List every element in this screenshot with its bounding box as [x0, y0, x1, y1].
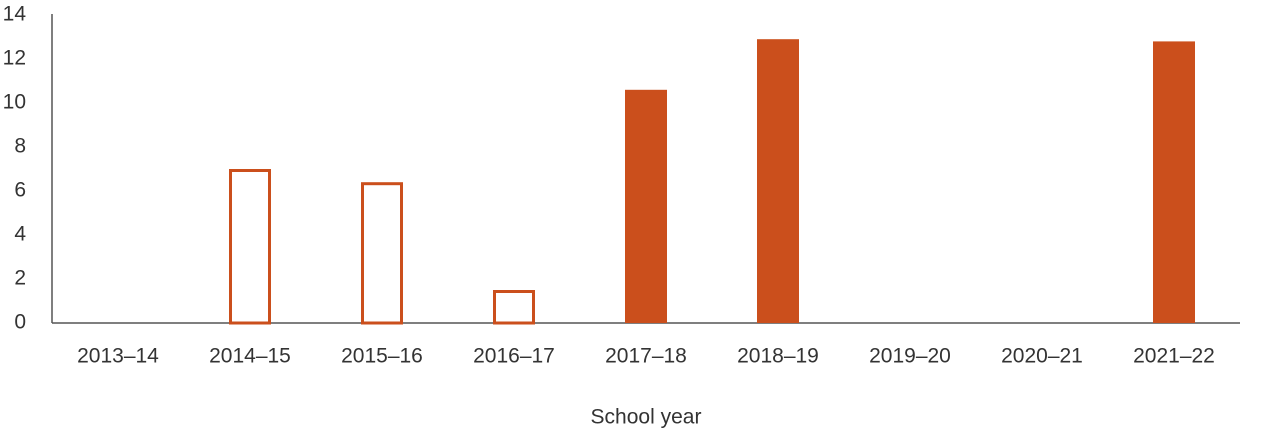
x-axis-title: School year [591, 406, 702, 429]
x-tick-label: 2014–15 [209, 345, 291, 368]
x-tick-label: 2017–18 [605, 345, 687, 368]
y-tick-label: 6 [14, 179, 26, 202]
y-tick-label: 10 [3, 91, 26, 114]
y-tick-label: 2 [14, 267, 26, 290]
y-tick-label: 14 [3, 3, 27, 26]
y-tick-label: 8 [14, 135, 26, 158]
y-tick-label: 0 [14, 311, 26, 334]
x-tick-label: 2016–17 [473, 345, 555, 368]
y-tick-label: 12 [3, 47, 26, 70]
x-tick-label: 2018–19 [737, 345, 819, 368]
x-tick-label: 2015–16 [341, 345, 423, 368]
x-tick-label: 2021–22 [1133, 345, 1215, 368]
x-tick-label: 2020–21 [1001, 345, 1083, 368]
y-tick-label: 4 [14, 223, 26, 246]
bar [1153, 41, 1195, 324]
bar [229, 169, 271, 325]
x-tick-label: 2013–14 [77, 345, 159, 368]
bar [625, 89, 667, 323]
bar [757, 39, 799, 323]
bar [361, 182, 403, 325]
x-tick-label: 2019–20 [869, 345, 951, 368]
bar [493, 290, 535, 325]
